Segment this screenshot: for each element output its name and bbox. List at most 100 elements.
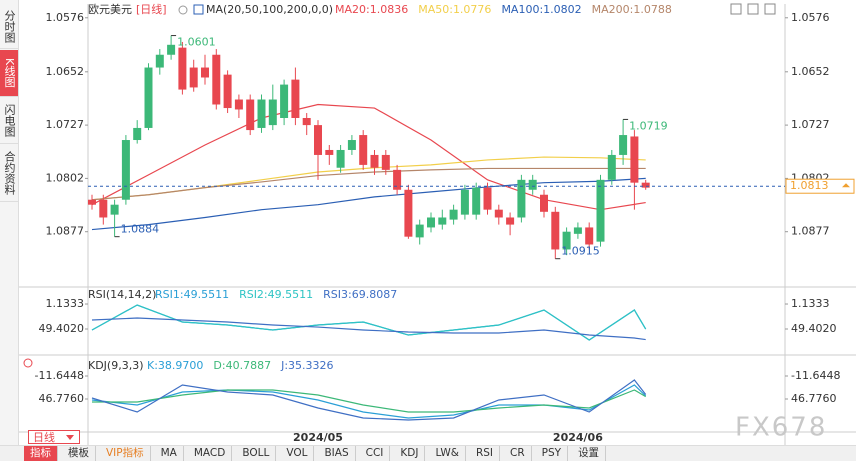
- toolbar-button[interactable]: BIAS: [318, 446, 356, 461]
- legend-entry: RSI3:69.8087: [323, 288, 397, 301]
- toolbar-button[interactable]: CR: [504, 446, 532, 461]
- candle-body: [257, 99, 266, 128]
- y-tick-label: 1.0727: [46, 118, 85, 131]
- toolbar-button[interactable]: MACD: [188, 446, 233, 461]
- candle-body: [449, 209, 458, 220]
- legend-entry: MA20:1.0836: [335, 3, 408, 16]
- period-selector[interactable]: 日线: [28, 430, 80, 444]
- candle-body: [438, 217, 447, 225]
- candle-body: [415, 224, 424, 238]
- y-tick-label: 1.0652: [791, 65, 830, 78]
- candle-body: [325, 149, 334, 155]
- y-tick-label: 1.0576: [46, 11, 85, 24]
- candle-body: [189, 67, 198, 88]
- y-tick-label: 1.1333: [46, 297, 85, 310]
- candle-body: [223, 74, 232, 109]
- y-tick-label: 1.0877: [46, 225, 85, 238]
- y-tick-label: -11.6448: [791, 369, 840, 382]
- last-price-arrow: [842, 183, 850, 188]
- toolbar-button[interactable]: VIP指标: [100, 446, 151, 461]
- candle-body: [155, 54, 164, 68]
- candle-body: [393, 169, 402, 190]
- candle-body: [110, 204, 119, 215]
- candle-body: [517, 179, 526, 218]
- candle-body: [201, 67, 209, 78]
- legend-entry: MA50:1.0776: [418, 3, 491, 16]
- candle-body: [483, 187, 492, 210]
- icon[interactable]: [747, 3, 759, 15]
- y-tick-label: 1.0727: [791, 118, 830, 131]
- x-tick-label: 2024/05: [293, 431, 343, 444]
- candle-body: [427, 217, 435, 228]
- candle-body: [619, 135, 628, 155]
- window-icons: [730, 3, 776, 15]
- y-tick-label: 1.0802: [46, 171, 85, 184]
- annotation-label: 1.0915: [561, 245, 600, 258]
- icon[interactable]: [730, 3, 742, 15]
- legend-entry: J:35.3326: [280, 359, 333, 372]
- candle-body: [506, 217, 515, 225]
- settings-icon[interactable]: [178, 5, 188, 15]
- legend-entry: K:38.9700: [147, 359, 203, 372]
- candle-body: [280, 84, 289, 118]
- candle-body: [551, 211, 560, 250]
- candle-body: [540, 194, 548, 212]
- annotation-label: 1.0884: [121, 223, 160, 236]
- watermark: FX678: [735, 413, 827, 443]
- candle-body: [99, 199, 108, 218]
- toolbar-button[interactable]: BOLL: [236, 446, 277, 461]
- candle-body: [381, 154, 390, 170]
- toolbar-button[interactable]: RSI: [470, 446, 500, 461]
- toolbar-button[interactable]: 模板: [62, 446, 96, 461]
- annotation-label: 1.0601: [177, 36, 216, 49]
- candle-body: [336, 149, 345, 168]
- legend-entry: RSI2:49.5511: [239, 288, 313, 301]
- chart: 欧元美元 [日线] MA(20,50,100,200,0,0) RSI(14,1…: [19, 0, 856, 446]
- legend-entry: D:40.7887: [213, 359, 271, 372]
- y-tick-label: 1.0652: [46, 65, 85, 78]
- period-tag[interactable]: [日线]: [136, 2, 167, 16]
- candle-body: [596, 179, 605, 242]
- toolbar-button[interactable]: 指标: [24, 446, 58, 461]
- y-tick-label: 1.0877: [791, 225, 830, 238]
- y-tick-label: 49.4020: [791, 322, 837, 335]
- candle-body: [359, 135, 368, 165]
- candle-body: [472, 187, 481, 215]
- ma-icon[interactable]: [193, 4, 204, 15]
- last-price-box: [785, 178, 855, 194]
- toolbar-button[interactable]: PSY: [536, 446, 569, 461]
- candle-body: [212, 54, 221, 105]
- candle-body: [494, 209, 503, 218]
- candle-body: [562, 231, 571, 250]
- tab[interactable]: 合约资料: [0, 145, 18, 202]
- candle-body: [641, 182, 650, 188]
- toolbar-button[interactable]: MA: [155, 446, 184, 461]
- y-tick-label: 1.0576: [791, 11, 830, 24]
- candle-body: [460, 189, 469, 215]
- candle-body: [133, 127, 142, 141]
- legend-entry: MA100:1.0802: [501, 3, 581, 16]
- toolbar-button[interactable]: 设置: [572, 446, 607, 461]
- series-line: [91, 317, 646, 341]
- candle-body: [585, 227, 594, 245]
- toolbar-button[interactable]: VOL: [280, 446, 315, 461]
- candle-body: [314, 125, 322, 155]
- icon[interactable]: [764, 3, 776, 15]
- toolbar-button[interactable]: LW&: [429, 446, 466, 461]
- kdj-title: KDJ(9,3,3): [88, 359, 144, 372]
- candle-body: [167, 44, 176, 55]
- candle-body: [528, 179, 537, 190]
- tab[interactable]: K线图: [0, 50, 18, 97]
- series-line: [92, 389, 647, 413]
- candle-body: [291, 79, 300, 118]
- toolbar-button[interactable]: CCI: [360, 446, 391, 461]
- y-tick-label: 46.7760: [791, 392, 837, 405]
- toolbar-button[interactable]: KDJ: [394, 446, 426, 461]
- kdj-icon[interactable]: [23, 358, 33, 368]
- candle-body: [370, 154, 379, 168]
- legend-entry: RSI1:49.5511: [155, 288, 229, 301]
- tab[interactable]: 分时图: [0, 4, 18, 49]
- tab[interactable]: 闪电图: [0, 97, 18, 144]
